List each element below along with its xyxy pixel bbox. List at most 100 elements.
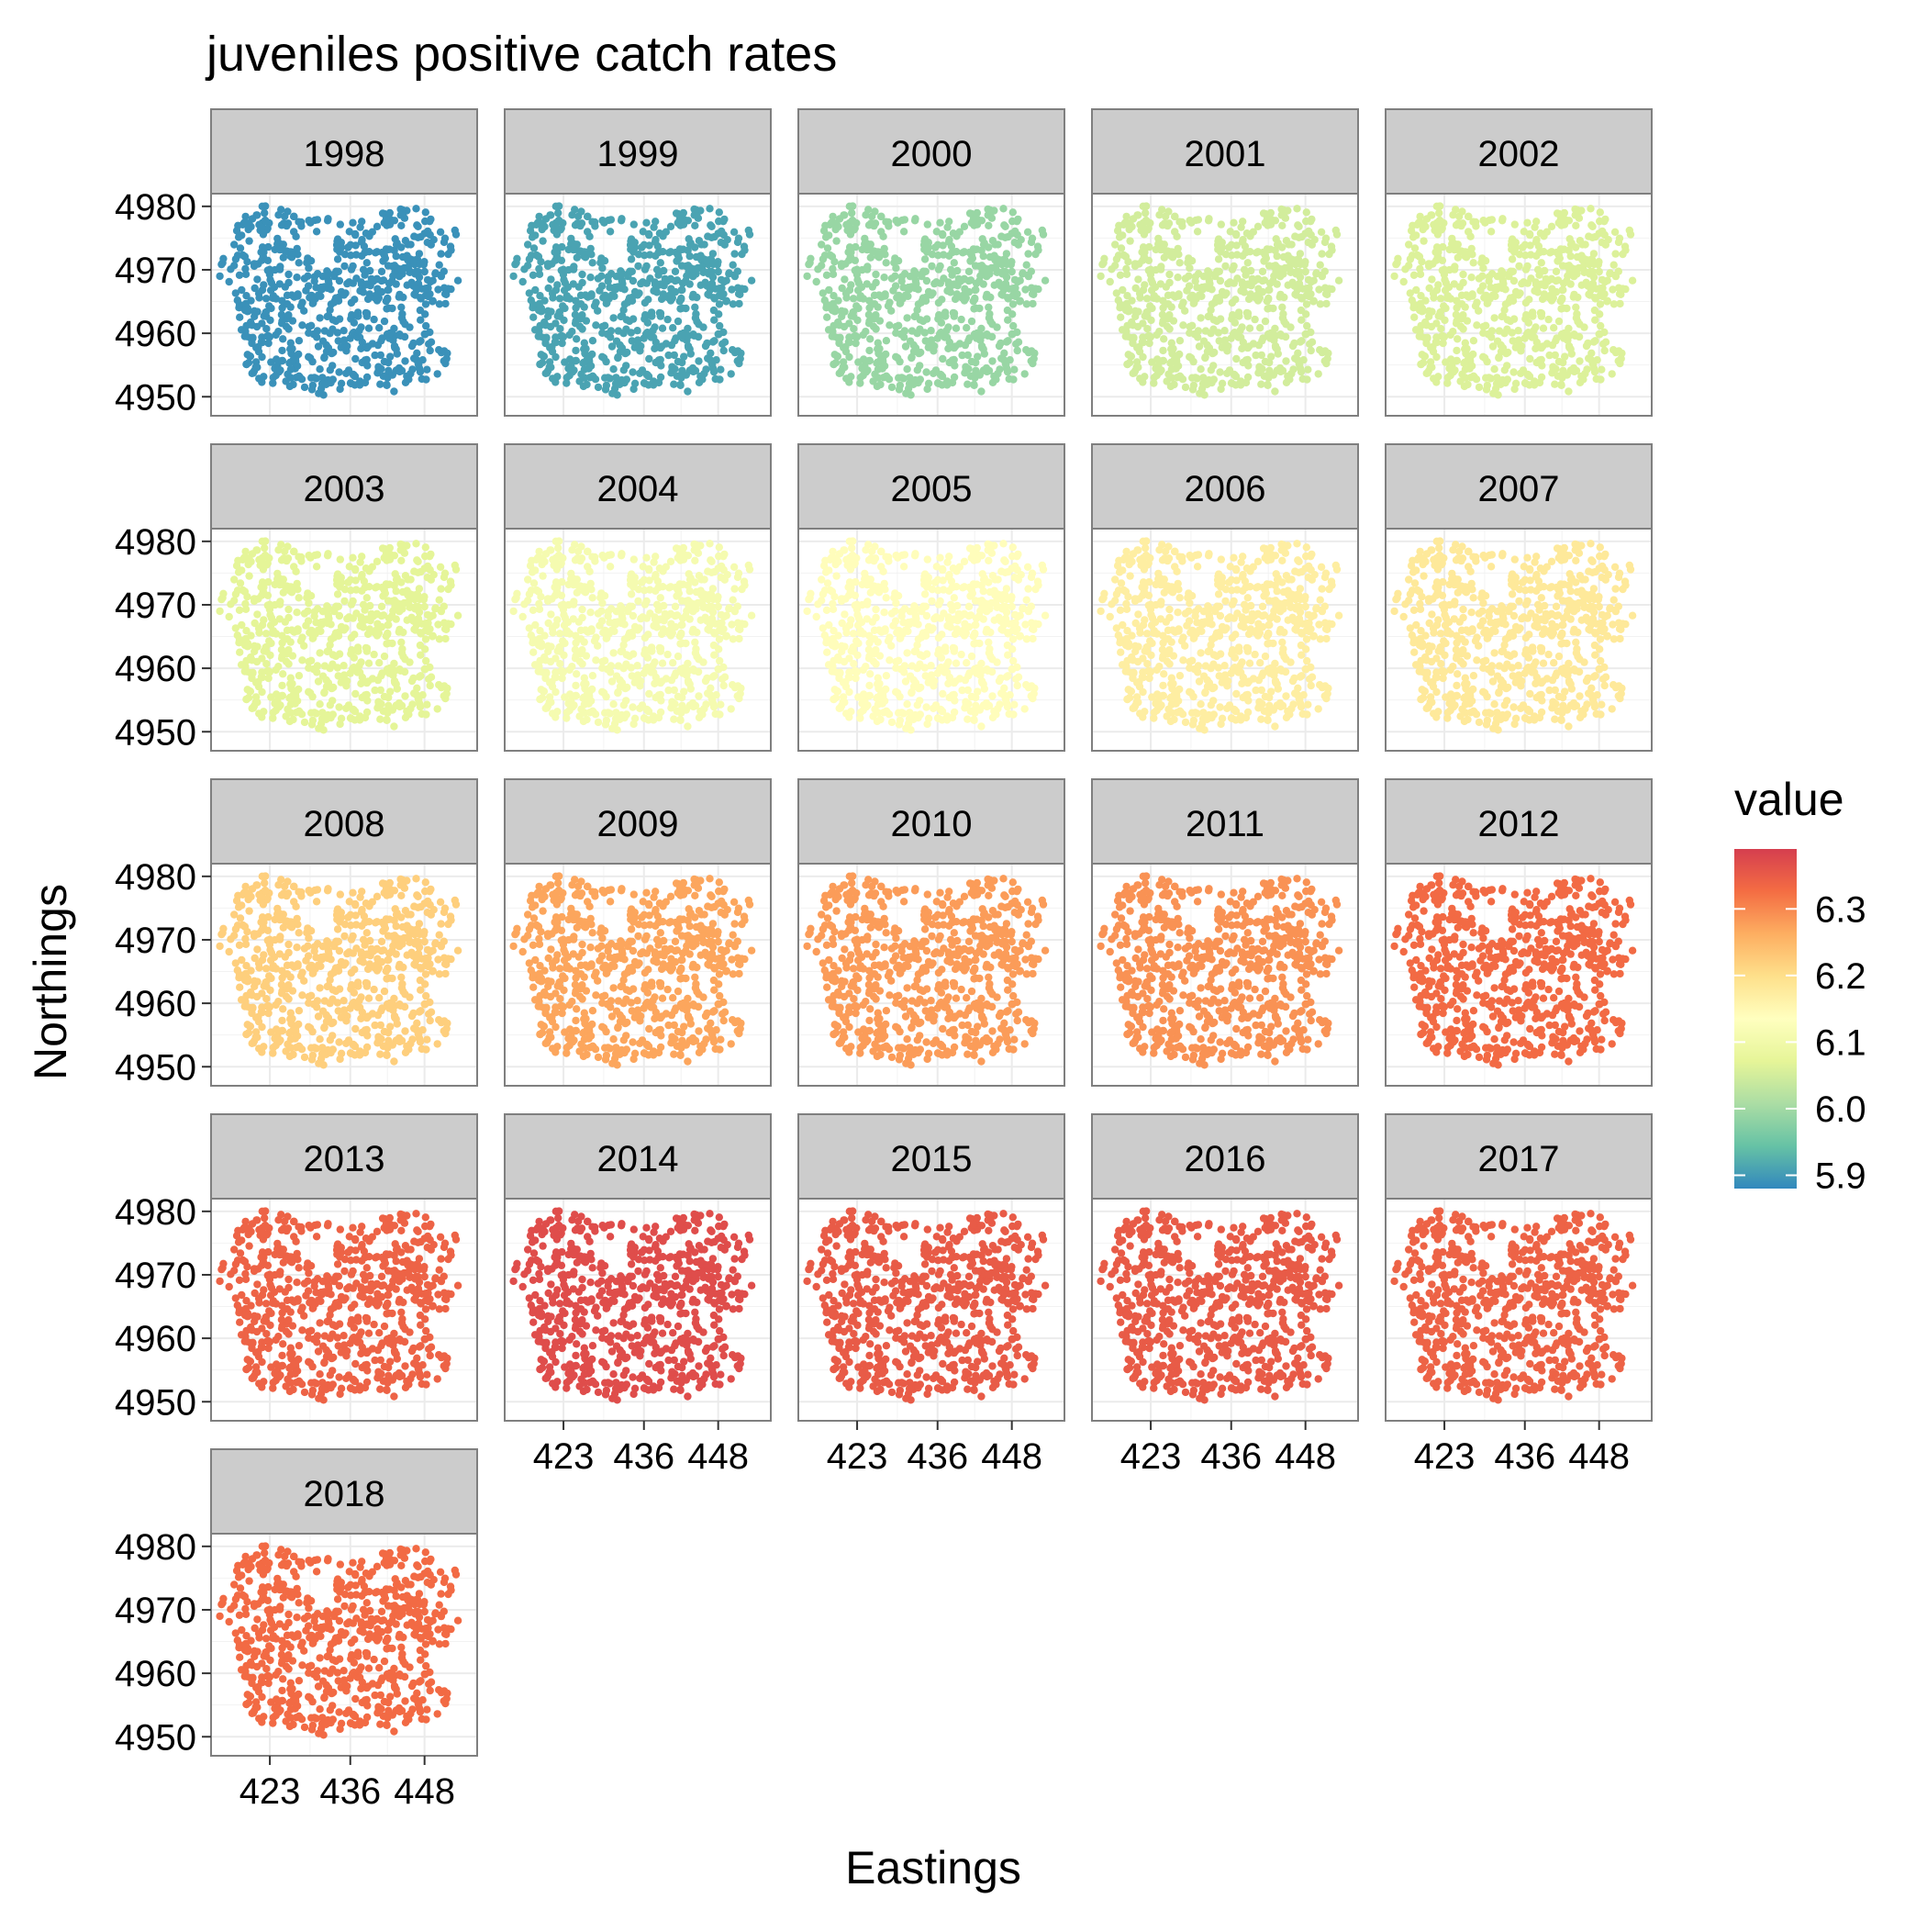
data-point (1117, 272, 1124, 279)
data-point (551, 249, 558, 256)
data-point (1459, 271, 1466, 278)
data-point (351, 566, 359, 574)
data-point (903, 314, 910, 321)
data-point (279, 692, 286, 699)
data-point (1221, 262, 1229, 270)
data-point (1509, 255, 1516, 262)
data-point (303, 594, 310, 601)
data-point (1418, 333, 1425, 341)
data-point (735, 570, 742, 577)
facet-strip-label: 2001 (1185, 134, 1266, 174)
data-point (441, 695, 449, 702)
data-point (347, 576, 354, 584)
data-point (645, 716, 652, 723)
data-point (1172, 294, 1179, 301)
data-point (1128, 318, 1135, 326)
data-point (1134, 275, 1142, 283)
data-point (1230, 219, 1237, 227)
data-point (232, 624, 239, 631)
data-point (1229, 311, 1236, 318)
data-point (1557, 216, 1565, 223)
data-point (585, 355, 592, 363)
data-point (1553, 268, 1560, 275)
data-point (1160, 335, 1167, 342)
data-point (657, 644, 664, 652)
data-point (1002, 360, 1009, 367)
data-point (971, 246, 978, 253)
data-point (920, 241, 928, 249)
data-point (1433, 203, 1441, 210)
data-point (1540, 325, 1547, 332)
data-point (1588, 223, 1596, 230)
data-point (885, 222, 892, 229)
data-point (1591, 233, 1598, 240)
data-point (311, 273, 318, 280)
data-point (1394, 255, 1401, 262)
data-point (393, 615, 400, 622)
data-point (1237, 334, 1244, 341)
data-point (684, 387, 691, 395)
data-point (414, 558, 421, 565)
data-point (547, 642, 554, 650)
data-point (262, 643, 270, 651)
data-point (592, 375, 599, 383)
data-point (629, 612, 637, 620)
data-point (1214, 241, 1221, 249)
data-point (1602, 339, 1610, 346)
data-point (349, 554, 356, 562)
data-point (1197, 314, 1204, 321)
data-point (1302, 330, 1309, 338)
data-point (918, 298, 925, 306)
data-point (572, 311, 579, 318)
data-point (1459, 219, 1466, 227)
data-point (1567, 280, 1575, 287)
data-point (1455, 213, 1463, 220)
data-point (365, 660, 373, 667)
data-point (549, 294, 556, 301)
data-point (637, 280, 644, 287)
data-point (1267, 329, 1275, 337)
data-point (1549, 363, 1556, 371)
data-point (656, 564, 663, 572)
data-point (1206, 312, 1213, 319)
data-point (1275, 240, 1282, 247)
data-point (585, 233, 593, 240)
data-point (865, 347, 873, 354)
data-point (1123, 219, 1131, 227)
data-point (397, 600, 405, 608)
data-point (1437, 308, 1444, 316)
data-point (305, 217, 312, 224)
data-point (1510, 277, 1518, 285)
data-point (424, 239, 431, 246)
facet-panel-2001: 2001 (1092, 109, 1358, 416)
data-point (290, 213, 297, 220)
data-point (302, 622, 309, 630)
data-point (657, 691, 664, 698)
data-point (1616, 360, 1623, 367)
data-point (313, 563, 320, 570)
data-point (421, 665, 429, 673)
data-point (595, 609, 602, 617)
data-point (951, 309, 958, 317)
data-point (704, 591, 711, 598)
data-point (956, 229, 964, 236)
data-point (657, 679, 664, 687)
data-point (378, 669, 385, 676)
data-point (598, 552, 606, 559)
data-point (343, 615, 351, 622)
data-point (1124, 333, 1131, 341)
data-point (540, 318, 548, 326)
data-point (598, 217, 606, 224)
data-point (1553, 288, 1560, 296)
y-tick-label: 4970 (115, 586, 196, 626)
data-point (1523, 219, 1531, 227)
data-point (381, 653, 388, 660)
data-point (943, 334, 951, 341)
data-point (1585, 256, 1592, 263)
data-point (398, 314, 406, 321)
data-point (1601, 347, 1609, 354)
data-point (645, 231, 652, 239)
data-point (261, 544, 268, 552)
data-point (1315, 285, 1322, 293)
data-point (1318, 250, 1325, 257)
